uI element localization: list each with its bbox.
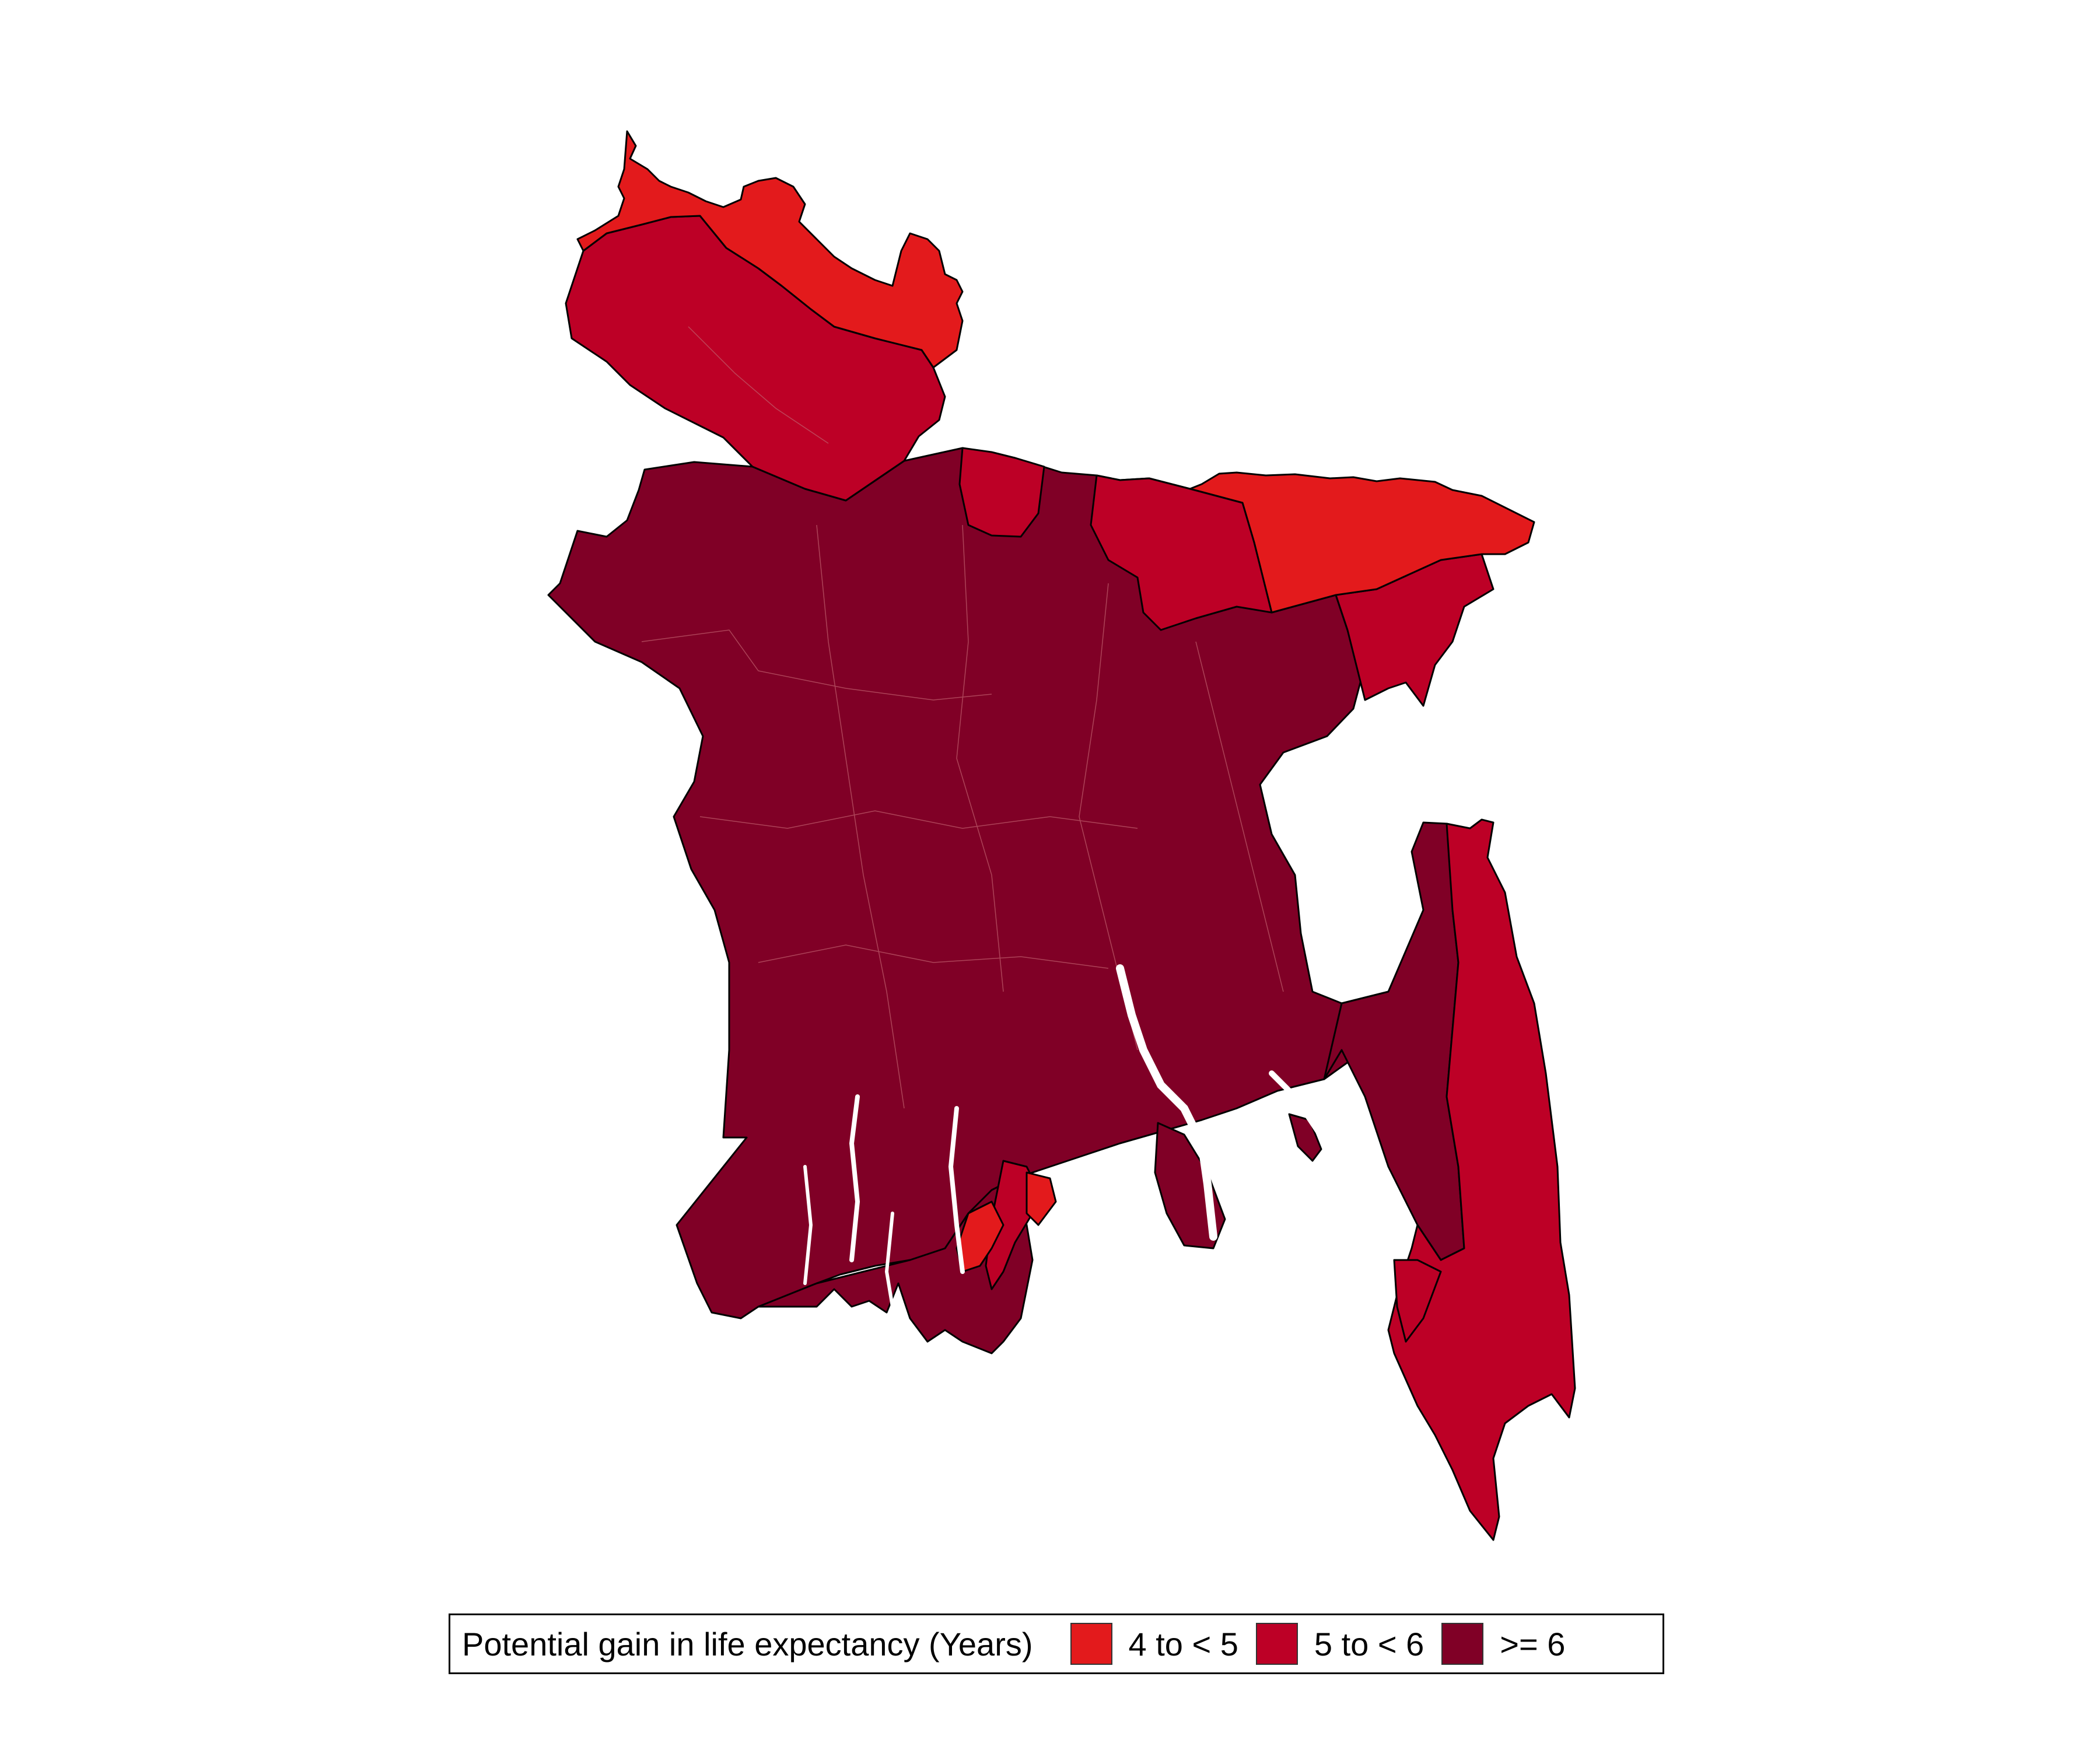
river-estuary <box>1269 1070 1339 1170</box>
district-border <box>758 944 1109 969</box>
river-distributary <box>884 1212 894 1308</box>
river-distributary <box>948 1106 965 1274</box>
region-sherpur <box>958 447 1045 538</box>
district-border <box>816 524 905 1109</box>
legend-items: 4 to < 5 5 to < 6 >= 6 <box>1070 1623 1583 1665</box>
district-border <box>641 629 992 701</box>
legend-item: >= 6 <box>1441 1623 1565 1665</box>
legend-label: 4 to < 5 <box>1128 1625 1238 1662</box>
river-distributary <box>849 1094 860 1262</box>
region-barisal-delta <box>757 1177 1034 1354</box>
region-chittagong-hill-tracts <box>1387 818 1576 1541</box>
region-patuakhali-south <box>1026 1171 1057 1226</box>
region-patuakhali <box>956 1200 1005 1273</box>
district-border <box>1195 641 1284 992</box>
region-chattogram-coast <box>1323 821 1465 1261</box>
legend-label: >= 6 <box>1500 1625 1566 1662</box>
region-coxs-bazar-coast <box>1393 1259 1442 1343</box>
legend-swatch <box>1255 1623 1298 1665</box>
legend-label: 5 to < 6 <box>1314 1625 1424 1662</box>
region-mymensingh-north <box>1090 474 1273 631</box>
map-legend: Potential gain in life expectancy (Years… <box>449 1614 1664 1674</box>
river-distributary <box>803 1165 813 1285</box>
legend-item: 5 to < 6 <box>1255 1623 1424 1665</box>
district-border <box>956 524 1004 992</box>
legend-title: Potential gain in life expectancy (Years… <box>462 1625 1033 1662</box>
region-hatiya-island <box>1288 1113 1322 1162</box>
rivers <box>803 964 1339 1308</box>
river-meghna <box>1116 964 1217 1241</box>
district-borders <box>641 326 1284 1109</box>
region-rangpur-north <box>576 130 964 369</box>
district-border <box>699 810 1138 829</box>
legend-item: 4 to < 5 <box>1070 1623 1238 1665</box>
legend-swatch <box>1070 1623 1112 1665</box>
legend-swatch <box>1441 1623 1484 1665</box>
region-sylhet-north <box>1189 471 1535 614</box>
map-regions <box>547 130 1576 1541</box>
district-border <box>688 326 829 444</box>
